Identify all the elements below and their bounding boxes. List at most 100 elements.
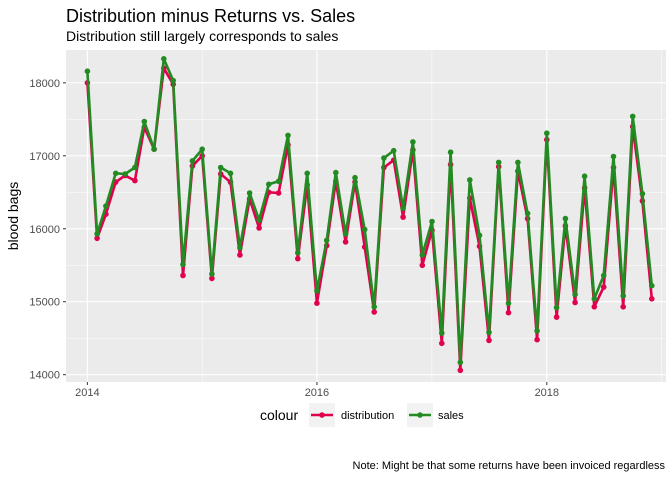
data-point-sales xyxy=(342,231,349,237)
data-point-sales xyxy=(151,146,157,152)
data-point-sales xyxy=(122,171,128,177)
data-point-sales xyxy=(400,205,406,212)
data-point-sales xyxy=(544,130,550,136)
chart-subtitle: Distribution still largely corresponds t… xyxy=(66,28,338,44)
plot-panel xyxy=(66,50,666,382)
data-point-sales xyxy=(333,169,339,176)
data-point-sales xyxy=(410,139,416,145)
data-point-sales xyxy=(103,203,109,209)
data-point-distribution xyxy=(295,255,301,262)
data-point-sales xyxy=(620,293,626,299)
y-tick-label: 15000 xyxy=(29,297,60,309)
data-point-sales xyxy=(295,250,301,256)
data-point-sales xyxy=(246,190,253,196)
data-point-sales xyxy=(227,170,234,177)
data-point-sales xyxy=(180,261,186,268)
legend-title: colour xyxy=(260,407,298,423)
data-point-sales xyxy=(132,164,138,171)
data-point-sales xyxy=(429,218,435,225)
data-point-sales xyxy=(275,178,282,185)
data-point-sales xyxy=(266,181,272,188)
data-point-sales xyxy=(600,272,607,279)
data-point-sales xyxy=(581,173,588,179)
data-point-distribution xyxy=(419,262,426,269)
x-axis: 2014 2016 2018 xyxy=(75,382,559,399)
data-point-sales xyxy=(515,159,521,166)
data-point-distribution xyxy=(572,299,578,306)
data-point-sales xyxy=(170,77,176,84)
data-point-sales xyxy=(439,330,445,336)
data-point-distribution xyxy=(314,300,320,307)
data-point-sales xyxy=(639,190,646,197)
data-point-distribution xyxy=(94,235,100,242)
data-point-sales xyxy=(285,132,291,139)
data-point-distribution xyxy=(620,304,626,310)
data-point-sales xyxy=(84,68,91,74)
data-point-sales xyxy=(534,328,540,334)
data-point-distribution xyxy=(256,225,262,231)
series-line-sales xyxy=(86,57,654,364)
legend-point-distribution xyxy=(319,412,325,418)
chart-title: Distribution minus Returns vs. Sales xyxy=(66,6,355,26)
legend-item-distribution: distribution xyxy=(309,403,394,427)
y-axis: 14000 15000 16000 17000 18000 xyxy=(29,78,66,382)
data-point-sales xyxy=(323,237,330,244)
data-point-sales xyxy=(189,158,196,164)
data-point-sales xyxy=(591,296,598,302)
data-point-sales xyxy=(572,291,578,298)
data-point-sales xyxy=(217,164,224,171)
data-point-distribution xyxy=(534,336,540,343)
data-point-sales xyxy=(361,226,368,233)
legend-label-sales: sales xyxy=(438,410,464,422)
data-point-distribution xyxy=(486,337,492,344)
x-tick-label: 2014 xyxy=(75,387,99,399)
data-point-sales xyxy=(237,244,243,251)
data-point-distribution xyxy=(457,367,464,374)
caption: Note: Might be that some returns have be… xyxy=(353,460,666,472)
data-point-distribution xyxy=(180,272,186,279)
data-point-sales xyxy=(94,231,100,237)
data-point-sales xyxy=(553,304,560,311)
data-point-distribution xyxy=(132,177,138,184)
data-point-distribution xyxy=(649,296,655,302)
data-point-sales xyxy=(495,159,502,166)
data-point-sales xyxy=(381,155,387,161)
legend-item-sales: sales xyxy=(407,403,464,427)
data-point-distribution xyxy=(371,309,378,315)
data-point-distribution xyxy=(209,275,215,282)
x-tick-label: 2018 xyxy=(535,387,559,399)
series-layer xyxy=(84,56,655,374)
data-point-sales xyxy=(112,170,119,177)
data-point-sales xyxy=(390,147,397,154)
data-point-sales xyxy=(419,252,426,258)
x-tick-label: 2016 xyxy=(305,387,329,399)
data-point-sales xyxy=(161,56,167,62)
y-axis-title: blood bags xyxy=(5,182,21,251)
data-point-distribution xyxy=(439,340,445,347)
data-point-sales xyxy=(649,282,655,289)
data-point-distribution xyxy=(275,190,282,196)
data-point-sales xyxy=(562,215,569,222)
y-tick-label: 14000 xyxy=(29,370,60,382)
data-point-sales xyxy=(314,288,320,294)
data-point-sales xyxy=(629,113,636,120)
data-point-sales xyxy=(505,300,512,307)
data-point-distribution xyxy=(237,252,243,258)
data-point-distribution xyxy=(400,214,406,220)
data-point-sales xyxy=(304,170,311,177)
legend: colour distribution sales xyxy=(260,403,464,427)
grid-minor xyxy=(66,50,666,382)
data-point-distribution xyxy=(342,239,349,245)
data-point-sales xyxy=(199,146,205,152)
y-tick-label: 16000 xyxy=(29,224,60,236)
data-point-sales xyxy=(476,232,483,239)
data-point-distribution xyxy=(505,309,512,316)
data-point-sales xyxy=(524,210,531,217)
data-point-sales xyxy=(457,359,464,366)
data-point-sales xyxy=(371,304,378,310)
legend-label-distribution: distribution xyxy=(341,410,394,422)
data-point-sales xyxy=(209,271,215,277)
data-point-sales xyxy=(352,174,358,181)
data-point-distribution xyxy=(553,314,560,320)
